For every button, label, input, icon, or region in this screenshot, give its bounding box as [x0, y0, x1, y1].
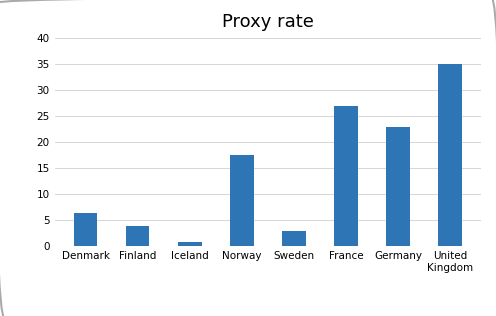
Bar	[334, 106, 358, 246]
Title: Proxy rate: Proxy rate	[222, 13, 314, 31]
Bar	[74, 213, 98, 246]
Bar	[126, 226, 149, 246]
Bar	[178, 242, 201, 246]
Bar	[230, 155, 253, 246]
Bar	[282, 231, 306, 246]
Bar	[438, 64, 462, 246]
Bar	[386, 126, 410, 246]
